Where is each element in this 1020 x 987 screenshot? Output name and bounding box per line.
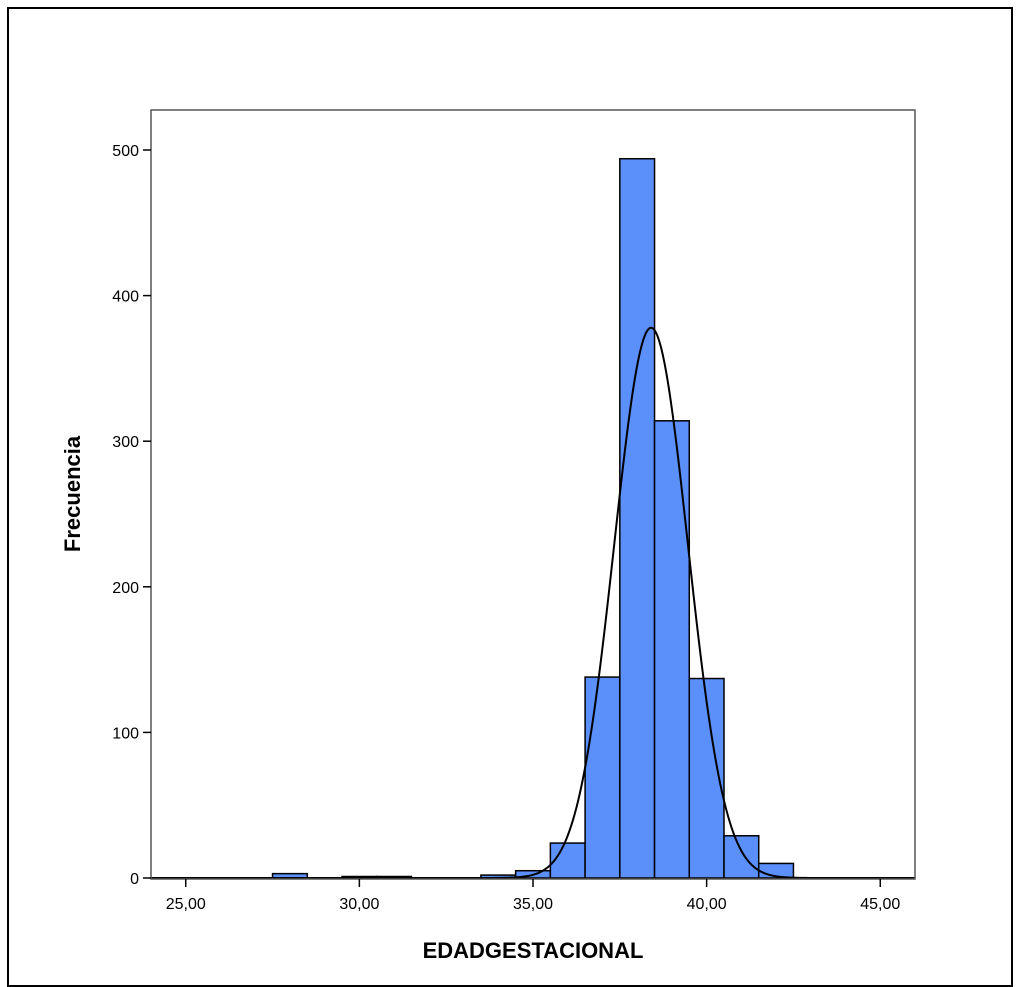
y-tick-label: 300 <box>112 434 139 451</box>
x-tick-label: 35,00 <box>513 896 553 913</box>
histogram-bars <box>271 157 795 879</box>
histogram-bar <box>653 420 691 879</box>
y-tick-label: 100 <box>112 725 139 742</box>
plot-area <box>150 109 916 880</box>
x-tick-label: 45,00 <box>860 896 900 913</box>
y-tick-label: 200 <box>112 580 139 597</box>
x-tick-label: 25,00 <box>166 896 206 913</box>
normal-curve <box>151 326 915 879</box>
y-tick-label: 500 <box>112 143 139 160</box>
y-tick-label: 0 <box>130 871 139 888</box>
histogram-bar <box>584 676 621 879</box>
histogram-bar <box>723 835 760 879</box>
y-axis: 0 100 200 300 400 500 <box>112 143 151 888</box>
y-axis-title: Frecuencia <box>60 435 85 552</box>
x-axis-title: EDADGESTACIONAL <box>423 938 644 963</box>
y-tick-label: 400 <box>112 289 139 306</box>
x-axis: 25,00 30,00 35,00 40,00 45,00 <box>166 879 900 913</box>
x-tick-label: 40,00 <box>687 896 727 913</box>
histogram-bar <box>619 157 656 879</box>
histogram-bar <box>549 842 586 879</box>
chart-frame <box>7 7 1013 987</box>
x-tick-label: 30,00 <box>339 896 379 913</box>
